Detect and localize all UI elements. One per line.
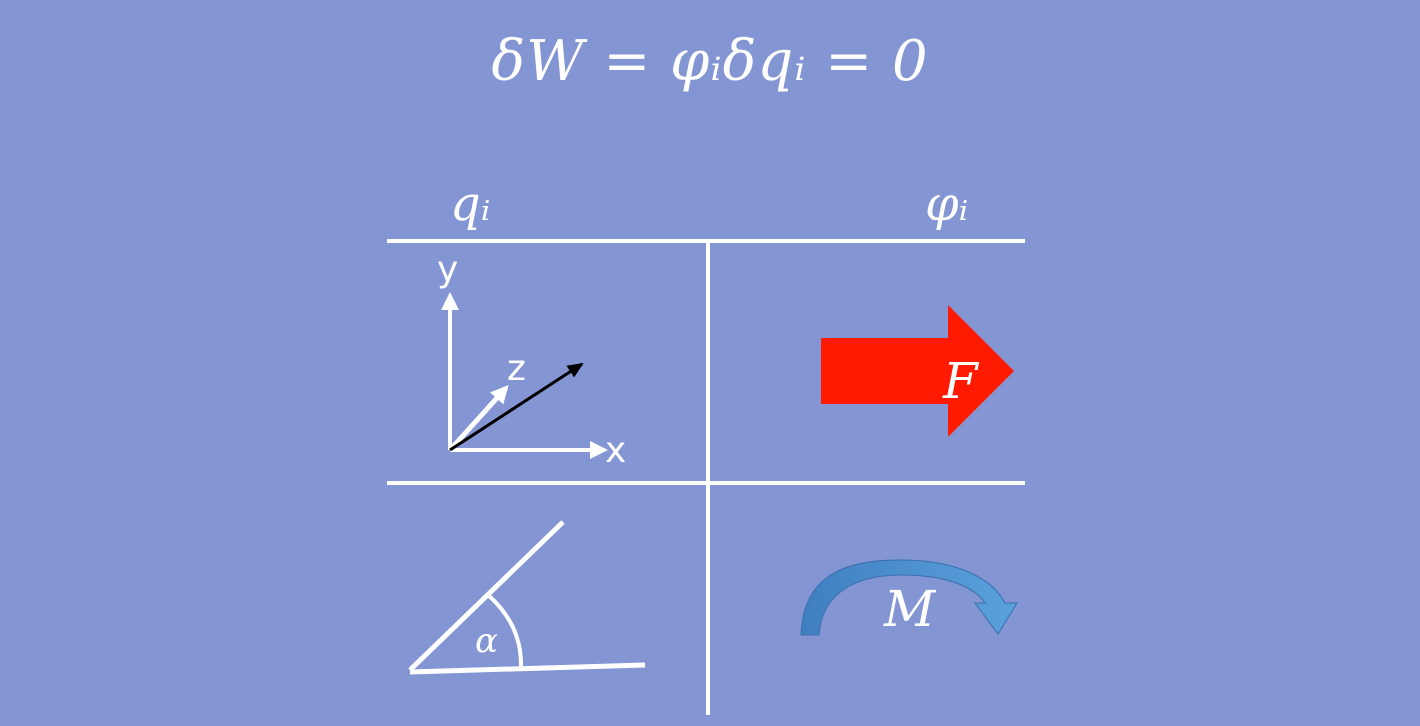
coordinate-axes: y z x (437, 249, 626, 471)
moment-label: M (883, 580, 937, 638)
angle-arc (486, 593, 524, 668)
angle-label: α (475, 621, 498, 661)
z-axis (448, 385, 509, 452)
force-label: F (942, 352, 980, 410)
moment-arrow: M (800, 559, 1018, 638)
z-axis-label: z (507, 348, 526, 389)
y-axis-label: y (437, 249, 458, 290)
angle-ray-lower (409, 662, 646, 675)
x-axis-label: x (605, 430, 626, 471)
column-header-generalized-coordinate: qᵢ (450, 176, 491, 232)
angle-ray-upper (408, 520, 565, 672)
column-header-generalized-force: φᵢ (925, 176, 969, 232)
angle-diagram: α (408, 520, 646, 675)
virtual-work-equation: δW = φᵢδqᵢ = 0 (491, 29, 929, 94)
force-arrow: F (821, 305, 1014, 437)
moment-arrow-shape (800, 559, 1018, 636)
force-arrow-shape (821, 305, 1014, 437)
position-vector (449, 362, 584, 452)
